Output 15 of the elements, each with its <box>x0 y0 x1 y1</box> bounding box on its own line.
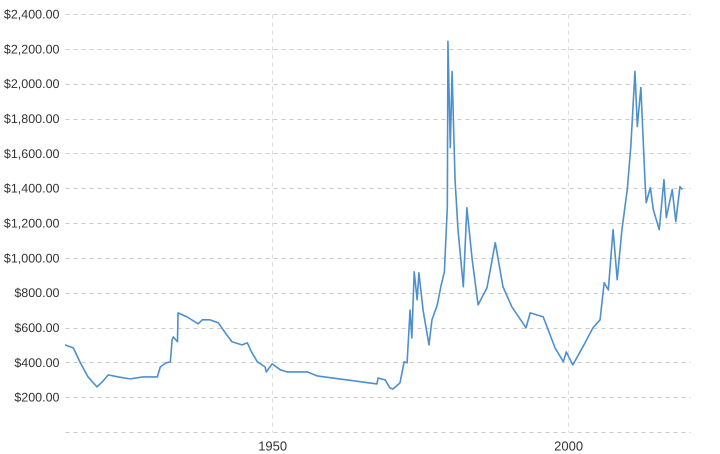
y-tick-label: $2,000.00 <box>4 77 60 92</box>
y-tick-label: $200.00 <box>14 390 60 405</box>
y-tick-label: $2,200.00 <box>4 42 60 56</box>
y-tick-label: $1,800.00 <box>4 112 60 126</box>
x-tick-label: 2000 <box>554 438 584 454</box>
y-tick-label: $800.00 <box>14 286 60 300</box>
y-tick-label: $1,400.00 <box>4 182 60 196</box>
x-tick-label: 1950 <box>258 438 288 454</box>
y-tick-label: $600.00 <box>14 321 60 335</box>
y-tick-label: $2,400.00 <box>4 8 60 22</box>
line-series <box>65 40 684 390</box>
y-tick-label: $1,000.00 <box>4 251 60 266</box>
y-tick-label: $1,200.00 <box>4 216 60 230</box>
y-tick-label: $1,600.00 <box>4 146 60 161</box>
y-tick-label: $400.00 <box>14 356 60 370</box>
